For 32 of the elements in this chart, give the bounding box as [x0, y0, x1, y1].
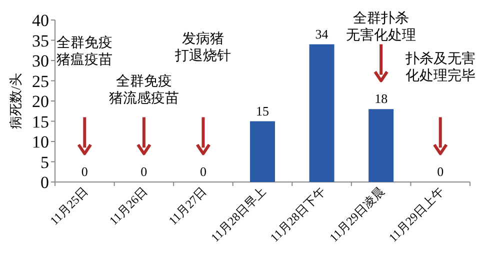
- annotation: 扑杀及无害化处理完毕: [404, 51, 476, 84]
- y-tick-label: 20: [32, 92, 49, 111]
- y-tick-label: 5: [40, 152, 49, 172]
- y-tick-label: 10: [32, 132, 49, 152]
- annotation: 全群扑杀无害化处理: [346, 10, 416, 44]
- x-tick-label: 11月28日早上: [208, 184, 269, 245]
- data-label: 0: [81, 164, 88, 179]
- x-tick-label: 11月25日: [47, 184, 91, 228]
- bar: [368, 109, 394, 182]
- annotation: 发病猪打退烧针: [174, 30, 232, 64]
- y-tick-label: 35: [32, 31, 49, 50]
- annotation: 全群免疫猪瘟疫苗: [56, 34, 113, 68]
- data-label: 0: [437, 164, 444, 179]
- y-axis-title: 病死数/头: [8, 73, 23, 129]
- data-label: 34: [315, 26, 329, 42]
- data-label: 15: [256, 103, 269, 118]
- bar: [250, 121, 275, 182]
- annotation: 全群免疫猪流感疫苗: [108, 73, 179, 106]
- x-tick-label: 11月29日凌晨: [326, 184, 388, 245]
- y-tick-label: 25: [32, 72, 49, 91]
- y-tick-label: 0: [40, 173, 49, 192]
- x-tick-label: 11月27日: [166, 184, 210, 228]
- x-tick-label: 11月28日下午: [267, 184, 328, 245]
- data-label: 0: [140, 164, 148, 179]
- y-tick-label: 40: [32, 11, 49, 30]
- y-tick-label: 15: [32, 112, 49, 132]
- bar: [309, 44, 334, 182]
- y-tick-label: 30: [32, 52, 49, 70]
- data-label: 0: [200, 164, 206, 179]
- x-tick-label: 11月26日: [106, 184, 150, 228]
- data-label: 18: [374, 91, 388, 106]
- x-tick-label: 11月29日上午: [386, 184, 446, 245]
